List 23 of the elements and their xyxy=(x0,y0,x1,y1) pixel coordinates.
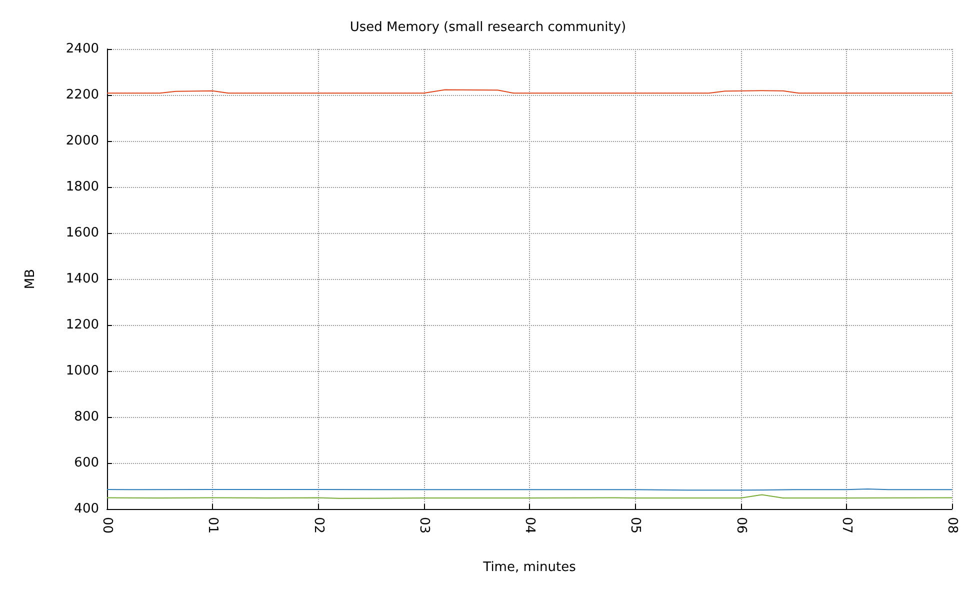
x-tick-label: 02 xyxy=(310,517,326,534)
chart-title: Used Memory (small research community) xyxy=(350,20,626,35)
y-tick-label: 600 xyxy=(74,456,99,470)
x-tick-label: 07 xyxy=(838,517,854,534)
y-tick-label: 2200 xyxy=(66,88,99,102)
y-tick-label: 2000 xyxy=(66,134,99,148)
y-tick-label: 1000 xyxy=(66,364,99,378)
x-tick-label: 05 xyxy=(628,517,643,534)
x-tick-label: 00 xyxy=(100,517,114,534)
y-tick-label: 1200 xyxy=(66,318,99,332)
x-tick-label: 04 xyxy=(522,517,537,534)
y-tick-label: 800 xyxy=(74,410,99,424)
y-axis-title: MB xyxy=(23,268,38,290)
x-tick-label: 03 xyxy=(416,517,432,534)
y-tick-label: 1800 xyxy=(66,180,99,194)
x-tick-label: 06 xyxy=(733,517,748,534)
x-tick-label: 08 xyxy=(944,517,960,534)
x-axis-title: Time, minutes xyxy=(482,560,576,575)
y-tick-label: 2400 xyxy=(66,42,99,56)
y-tick-label: 400 xyxy=(74,502,99,516)
y-tick-label: 1600 xyxy=(66,226,99,240)
y-tick-label: 1400 xyxy=(66,272,99,286)
x-tick-label: 01 xyxy=(205,517,220,534)
